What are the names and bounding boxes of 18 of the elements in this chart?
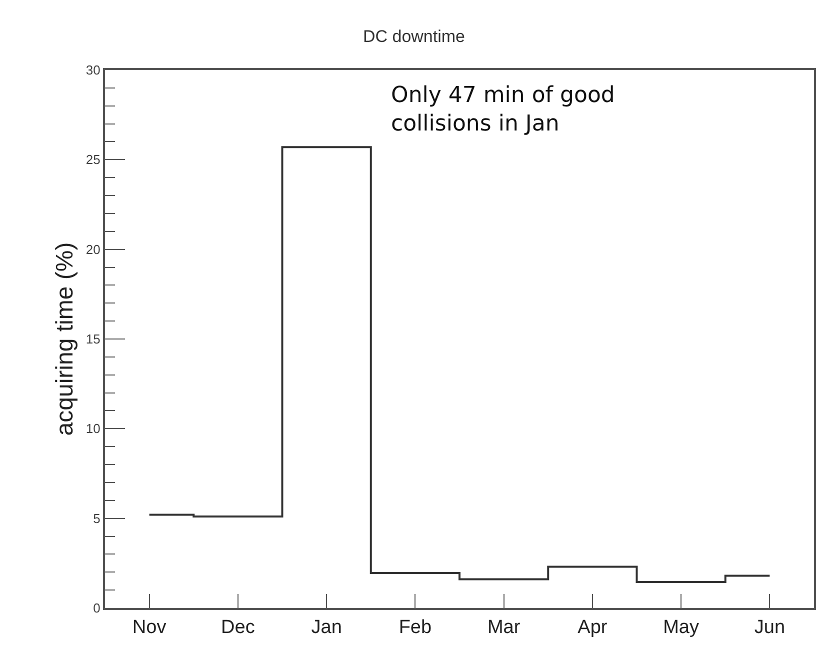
y-tick-label: 30 (86, 62, 100, 78)
y-tick-label: 25 (86, 152, 100, 168)
y-tick-label: 0 (93, 600, 100, 616)
chart-title: DC downtime (362, 27, 466, 46)
y-axis-title: acquiring time (%) (52, 242, 79, 436)
y-tick-label: 5 (93, 510, 100, 526)
x-tick-label: Apr (578, 616, 608, 638)
x-tick-label: Mar (487, 616, 521, 638)
y-tick-label: 10 (86, 421, 100, 436)
y-tick-label: 15 (86, 332, 100, 347)
x-tick-label: Feb (398, 616, 432, 638)
x-tick-label: May (663, 616, 700, 638)
x-tick-label: Dec (221, 616, 255, 638)
annotation: Only 47 min of good collisions in Jan (391, 83, 615, 137)
x-tick-label: Nov (132, 616, 167, 638)
y-tick-label: 20 (86, 242, 100, 257)
x-tick-label: Jan (311, 616, 342, 638)
x-tick-label: Jun (754, 616, 786, 638)
